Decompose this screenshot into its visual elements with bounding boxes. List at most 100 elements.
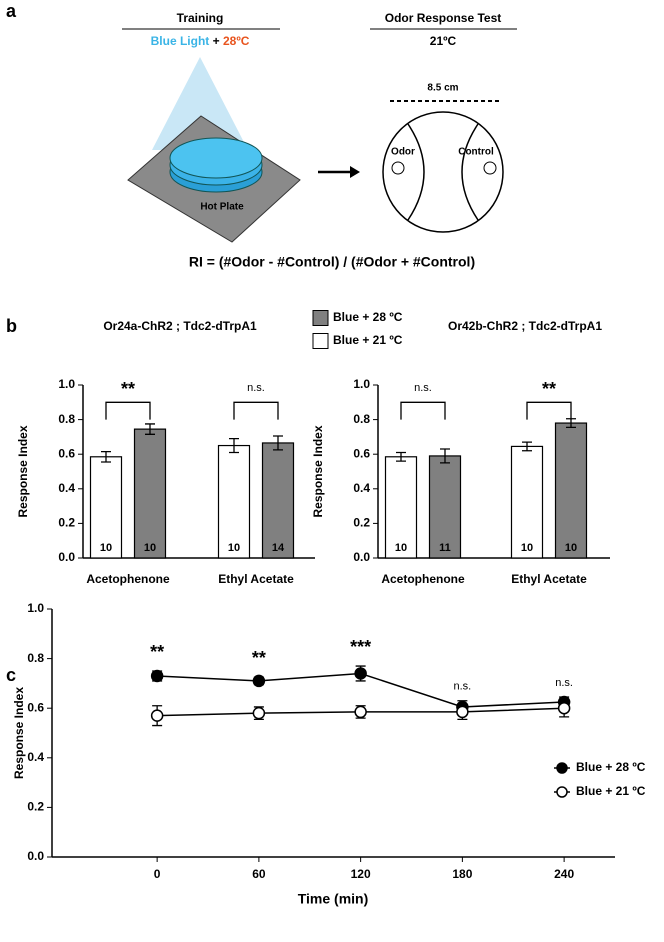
light-cone <box>152 57 248 150</box>
marker <box>150 709 164 722</box>
n-label: 10 <box>228 542 240 554</box>
error-bar <box>440 448 450 464</box>
bar <box>89 456 123 559</box>
legend-swatch <box>312 310 329 326</box>
y-tick-label: 0.0 <box>58 550 75 564</box>
odor-well <box>391 161 405 175</box>
legend-label: Blue + 21 ºC <box>576 784 646 798</box>
dish <box>169 137 263 179</box>
annotation: ** <box>252 648 266 668</box>
x-tick-label: 240 <box>554 867 574 881</box>
error-bar <box>229 437 239 454</box>
training-title: Training <box>177 11 224 25</box>
significance: ** <box>542 379 556 399</box>
y-tick-label: 1.0 <box>58 377 75 391</box>
bar <box>554 422 588 559</box>
bracket <box>105 401 151 420</box>
bracket <box>526 401 572 420</box>
y-axis-label: Response Index <box>311 425 325 517</box>
training-condition: Blue Light + 28ºC <box>151 34 250 48</box>
plus: + <box>213 34 220 48</box>
y-tick-label: 0.6 <box>353 446 370 460</box>
marker <box>252 674 266 688</box>
n-label: 14 <box>272 542 285 554</box>
annotation: n.s. <box>555 677 573 689</box>
y-tick-label: 0.0 <box>353 550 370 564</box>
chart-title: Or24a-ChR2 ; Tdc2-dTrpA1 <box>103 319 257 333</box>
y-tick-label: 1.0 <box>27 601 44 615</box>
x-tick-label: Acetophenone <box>86 572 170 586</box>
marker <box>150 669 164 683</box>
zone-border <box>407 123 425 221</box>
y-tick-label: 0.8 <box>353 412 370 426</box>
bar <box>384 456 418 559</box>
error-bar <box>145 423 155 435</box>
y-tick-label: 0.4 <box>27 750 44 764</box>
odor-label: Odor <box>391 147 415 158</box>
temp-label: 28ºC <box>223 34 250 48</box>
annotation: *** <box>350 637 371 657</box>
annotation: ** <box>150 642 164 662</box>
y-tick-label: 0.6 <box>27 700 44 714</box>
marker <box>557 701 571 715</box>
marker <box>354 705 367 719</box>
legend-label: Blue + 21 ºC <box>333 333 403 347</box>
bracket <box>233 401 279 420</box>
y-axis-label: Response Index <box>16 425 30 517</box>
significance: ** <box>121 379 135 399</box>
bar <box>261 442 295 559</box>
marker <box>252 706 266 720</box>
formula: RI = (#Odor - #Control) / (#Odor + #Cont… <box>189 254 475 270</box>
x-tick-label: 0 <box>154 867 161 881</box>
y-tick-label: 0.4 <box>353 481 370 495</box>
error-bar <box>101 450 111 463</box>
y-tick-label: 0.2 <box>58 516 75 530</box>
error-bar <box>273 435 283 451</box>
hot-plate-label: Hot Plate <box>200 202 244 213</box>
error-bar <box>522 441 532 452</box>
panel-label: a <box>6 1 17 21</box>
annotation: n.s. <box>454 681 472 693</box>
bar <box>217 444 251 559</box>
legend-label: Blue + 28 ºC <box>333 310 403 324</box>
legend-label: Blue + 28 ºC <box>576 760 646 774</box>
panel-label: c <box>6 665 16 685</box>
y-tick-label: 0.8 <box>27 651 44 665</box>
test-temp: 21ºC <box>430 34 457 48</box>
control-label: Control <box>458 147 494 158</box>
panel-label: b <box>6 316 17 336</box>
light-label: Blue Light <box>151 34 210 48</box>
n-label: 10 <box>144 542 156 554</box>
bracket <box>400 401 446 420</box>
significance: n.s. <box>247 382 265 394</box>
n-label: 11 <box>439 542 451 554</box>
y-tick-label: 0.8 <box>58 412 75 426</box>
y-tick-label: 0.2 <box>353 516 370 530</box>
legend-swatch <box>312 333 329 349</box>
x-tick-label: Ethyl Acetate <box>511 572 587 586</box>
bar <box>133 428 167 559</box>
significance: n.s. <box>414 382 432 394</box>
error-bar <box>396 451 406 462</box>
n-label: 10 <box>395 542 407 554</box>
legend-marker <box>556 762 568 774</box>
y-tick-label: 0.4 <box>58 481 75 495</box>
marker <box>456 705 469 719</box>
x-axis-label: Time (min) <box>298 891 369 907</box>
x-tick-label: 180 <box>452 867 472 881</box>
y-tick-label: 0.2 <box>27 800 44 814</box>
bar <box>428 455 462 559</box>
zone-border <box>461 123 479 221</box>
chart-title: Or42b-ChR2 ; Tdc2-dTrpA1 <box>448 319 602 333</box>
legend-marker <box>556 786 568 798</box>
arrow-head <box>350 166 360 178</box>
y-axis-label: Response Index <box>12 687 26 779</box>
x-tick-label: Acetophenone <box>381 572 465 586</box>
distance-label: 8.5 cm <box>427 83 458 94</box>
control-well <box>483 161 497 175</box>
y-tick-label: 1.0 <box>353 377 370 391</box>
test-title: Odor Response Test <box>385 11 501 25</box>
arena <box>382 111 504 233</box>
marker <box>354 667 367 680</box>
n-label: 10 <box>100 542 112 554</box>
